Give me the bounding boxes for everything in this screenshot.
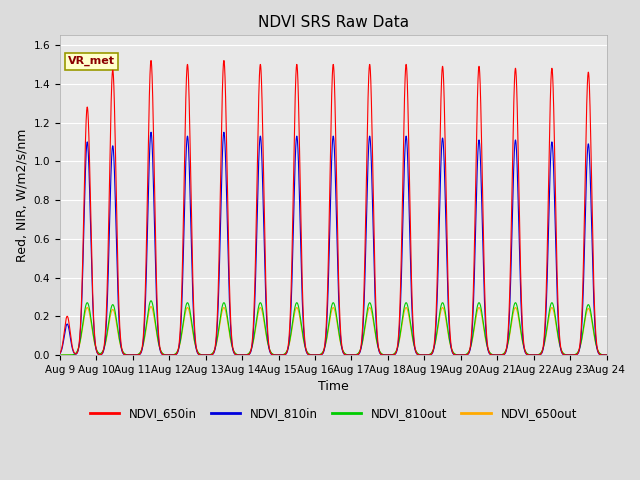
Legend: NDVI_650in, NDVI_810in, NDVI_810out, NDVI_650out: NDVI_650in, NDVI_810in, NDVI_810out, NDV… <box>85 402 582 425</box>
Y-axis label: Red, NIR, W/m2/s/nm: Red, NIR, W/m2/s/nm <box>15 129 28 262</box>
Text: VR_met: VR_met <box>68 56 115 66</box>
Title: NDVI SRS Raw Data: NDVI SRS Raw Data <box>258 15 409 30</box>
X-axis label: Time: Time <box>318 380 349 393</box>
